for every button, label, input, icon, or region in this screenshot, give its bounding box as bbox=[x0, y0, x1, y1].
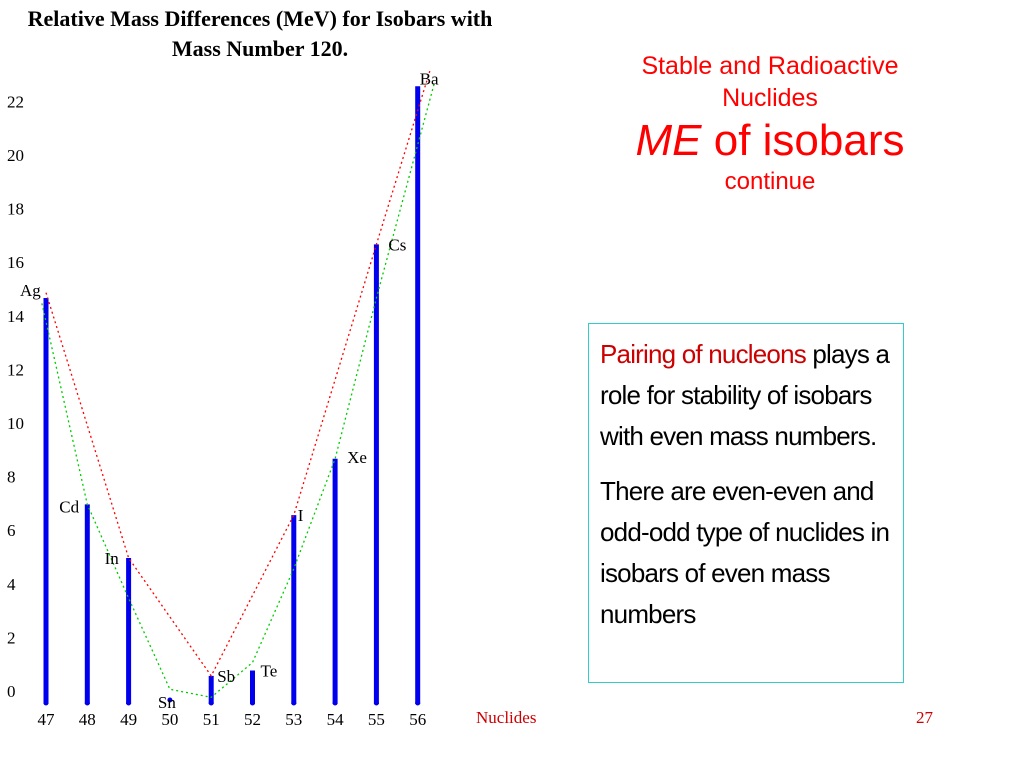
y-tick-label-16: 16 bbox=[7, 253, 24, 272]
x-tick-label-53: 53 bbox=[285, 710, 302, 729]
chart-title: Relative Mass Differences (MeV) for Isob… bbox=[27, 6, 493, 61]
x-tick-label-54: 54 bbox=[327, 710, 345, 729]
element-label-Sn: Sn bbox=[158, 693, 176, 712]
bar-base-Xe bbox=[332, 700, 338, 706]
bar-base-Ag bbox=[43, 700, 49, 706]
y-tick-label-6: 6 bbox=[7, 521, 16, 540]
x-tick-label-48: 48 bbox=[79, 710, 96, 729]
bar-base-Ba bbox=[415, 700, 421, 706]
y-tick-label-20: 20 bbox=[7, 146, 24, 165]
info-box: Pairing of nucleons plays a role for sta… bbox=[588, 323, 904, 683]
page-number: 27 bbox=[916, 708, 933, 727]
of-isobars-label: of isobars bbox=[701, 116, 905, 165]
y-tick-label-4: 4 bbox=[7, 575, 16, 594]
curve-red bbox=[45, 70, 431, 678]
pairing-highlight: Pairing of nucleons bbox=[600, 339, 807, 369]
x-tick-label-47: 47 bbox=[38, 710, 56, 729]
x-tick-label-50: 50 bbox=[161, 710, 178, 729]
element-label-In: In bbox=[105, 549, 120, 568]
bar-base-Te bbox=[250, 700, 255, 706]
x-tick-label-56: 56 bbox=[409, 710, 426, 729]
element-label-I: I bbox=[298, 506, 304, 525]
y-tick-label-2: 2 bbox=[7, 628, 16, 647]
slide-title-continue: continue bbox=[724, 168, 816, 195]
bar-base-In bbox=[126, 700, 132, 706]
element-label-Ag: Ag bbox=[20, 281, 41, 300]
element-label-Te: Te bbox=[261, 662, 278, 681]
y-tick-label-12: 12 bbox=[7, 360, 24, 379]
info-paragraph-1: Pairing of nucleons plays a role for sta… bbox=[600, 334, 891, 457]
y-tick-label-0: 0 bbox=[7, 682, 16, 701]
element-label-Cs: Cs bbox=[388, 235, 406, 254]
bar-base-Cs bbox=[373, 700, 379, 706]
footer-label: Nuclides bbox=[476, 708, 537, 727]
element-label-Ba: Ba bbox=[420, 69, 439, 88]
y-tick-label-18: 18 bbox=[7, 200, 24, 219]
x-tick-label-55: 55 bbox=[368, 710, 385, 729]
element-label-Cd: Cd bbox=[59, 497, 79, 516]
slide-title-line1: Stable and Radioactive bbox=[641, 52, 899, 80]
me-label: ME bbox=[635, 116, 702, 165]
bar-base-I bbox=[291, 700, 297, 706]
slide-title: Stable and Radioactive Nuclides ME of is… bbox=[600, 50, 940, 196]
y-tick-label-10: 10 bbox=[7, 414, 24, 433]
y-tick-label-14: 14 bbox=[7, 307, 25, 326]
slide-title-line2: Nuclides bbox=[722, 84, 818, 112]
element-label-Sb: Sb bbox=[217, 667, 235, 686]
y-tick-label-22: 22 bbox=[7, 92, 24, 111]
bar-base-Sb bbox=[208, 700, 214, 706]
slide-title-me-of-isobars: ME of isobars bbox=[600, 114, 940, 168]
y-tick-label-8: 8 bbox=[7, 468, 16, 487]
x-tick-label-51: 51 bbox=[203, 710, 220, 729]
info-text-1: plays a role for stability of isobars wi… bbox=[600, 339, 890, 451]
x-tick-label-52: 52 bbox=[244, 710, 261, 729]
bar-Sn bbox=[167, 697, 173, 703]
x-tick-label-49: 49 bbox=[120, 710, 137, 729]
bar-base-Cd bbox=[84, 700, 90, 706]
element-label-Xe: Xe bbox=[347, 448, 367, 467]
info-paragraph-2: There are even-even and odd-odd type of … bbox=[600, 476, 890, 629]
